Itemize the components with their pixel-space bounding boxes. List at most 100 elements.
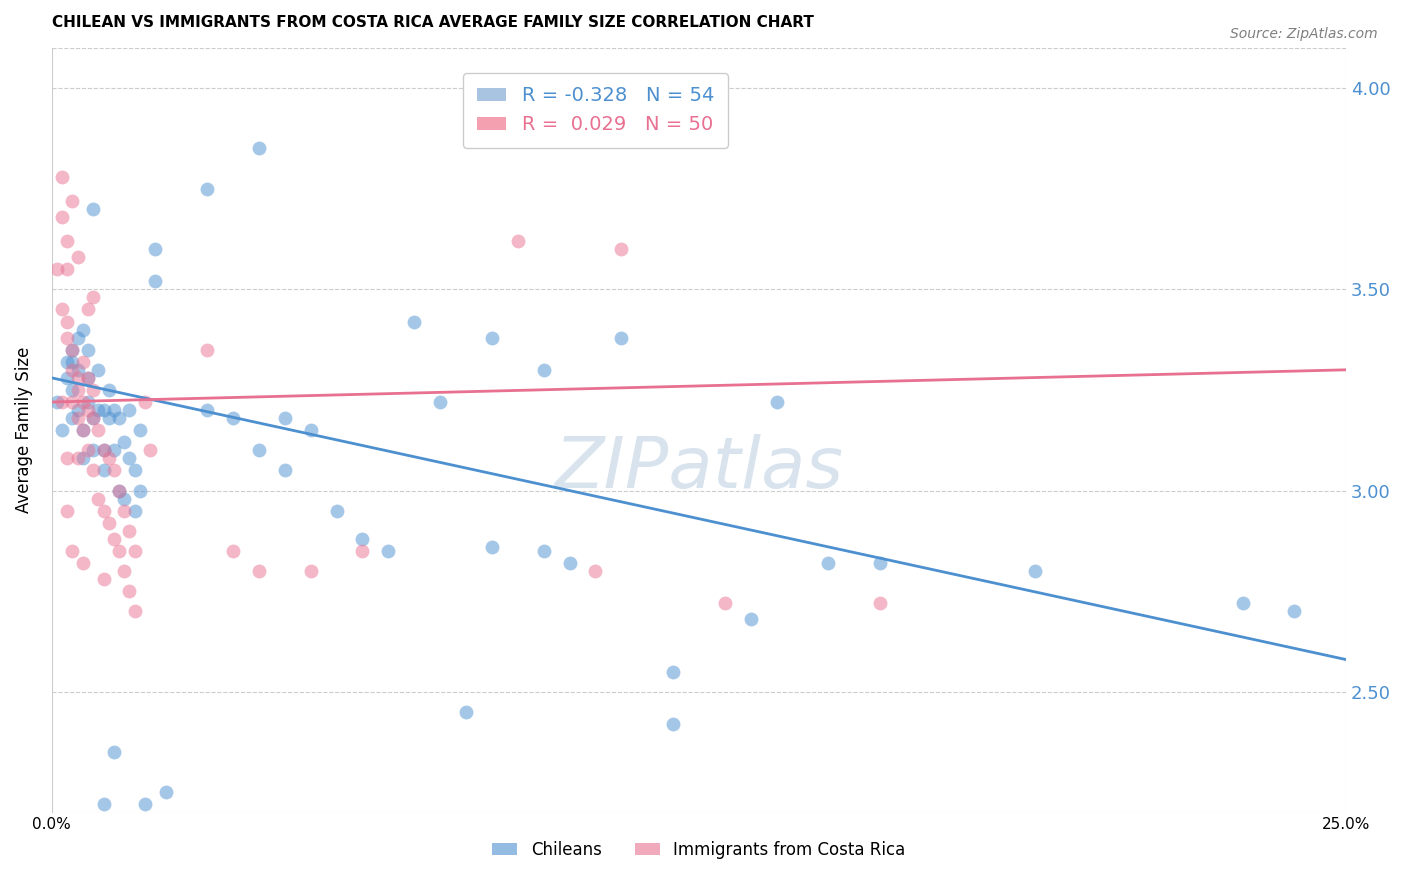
Y-axis label: Average Family Size: Average Family Size [15,347,32,514]
Point [1024,564,1046,578]
Point [77,371,100,385]
Point [869,556,891,570]
Point [377,544,399,558]
Point [66,250,89,264]
Point [56,314,79,328]
Point [51,395,73,409]
Point [610,242,633,256]
Point [51,210,73,224]
Point [66,330,89,344]
Point [143,242,166,256]
Point [72,423,94,437]
Legend: R = -0.328   N = 54, R =  0.029   N = 50: R = -0.328 N = 54, R = 0.029 N = 50 [463,73,727,148]
Point [82,463,104,477]
Point [299,564,322,578]
Point [93,572,115,586]
Point [1284,604,1306,618]
Point [62,544,84,558]
Point [62,383,84,397]
Point [93,504,115,518]
Text: Source: ZipAtlas.com: Source: ZipAtlas.com [1230,27,1378,41]
Point [87,403,110,417]
Point [51,169,73,184]
Point [533,544,555,558]
Point [66,411,89,425]
Point [112,564,135,578]
Point [45,262,67,277]
Point [62,194,84,208]
Point [583,564,606,578]
Point [108,544,131,558]
Point [66,403,89,417]
Point [247,443,270,458]
Point [662,717,685,731]
Point [247,141,270,155]
Point [93,443,115,458]
Point [87,491,110,506]
Point [247,564,270,578]
Point [93,403,115,417]
Point [72,451,94,466]
Point [714,596,737,610]
Point [610,838,633,852]
Point [325,504,347,518]
Point [82,383,104,397]
Point [128,483,150,498]
Point [62,355,84,369]
Point [56,234,79,248]
Point [82,290,104,304]
Point [155,785,177,799]
Point [56,262,79,277]
Point [108,483,131,498]
Point [274,411,297,425]
Point [77,403,100,417]
Point [93,797,115,812]
Point [66,383,89,397]
Point [82,411,104,425]
Point [124,544,146,558]
Point [454,705,477,719]
Point [124,604,146,618]
Point [222,544,245,558]
Point [108,483,131,498]
Point [97,411,120,425]
Point [118,403,141,417]
Point [56,371,79,385]
Point [139,443,162,458]
Point [45,395,67,409]
Point [662,665,685,679]
Point [112,491,135,506]
Point [143,274,166,288]
Point [56,504,79,518]
Point [817,556,839,570]
Point [77,443,100,458]
Point [134,797,156,812]
Point [1284,814,1306,828]
Point [108,411,131,425]
Point [533,363,555,377]
Point [56,355,79,369]
Point [97,451,120,466]
Point [72,423,94,437]
Point [118,524,141,538]
Point [195,182,218,196]
Point [66,371,89,385]
Point [103,463,125,477]
Point [765,395,787,409]
Point [299,423,322,437]
Point [77,302,100,317]
Point [56,451,79,466]
Text: ZIPatlas: ZIPatlas [554,434,844,503]
Point [134,395,156,409]
Point [274,463,297,477]
Point [118,584,141,599]
Point [87,423,110,437]
Point [82,202,104,216]
Point [82,411,104,425]
Point [56,330,79,344]
Point [97,383,120,397]
Point [124,463,146,477]
Point [103,745,125,759]
Point [558,556,581,570]
Point [87,363,110,377]
